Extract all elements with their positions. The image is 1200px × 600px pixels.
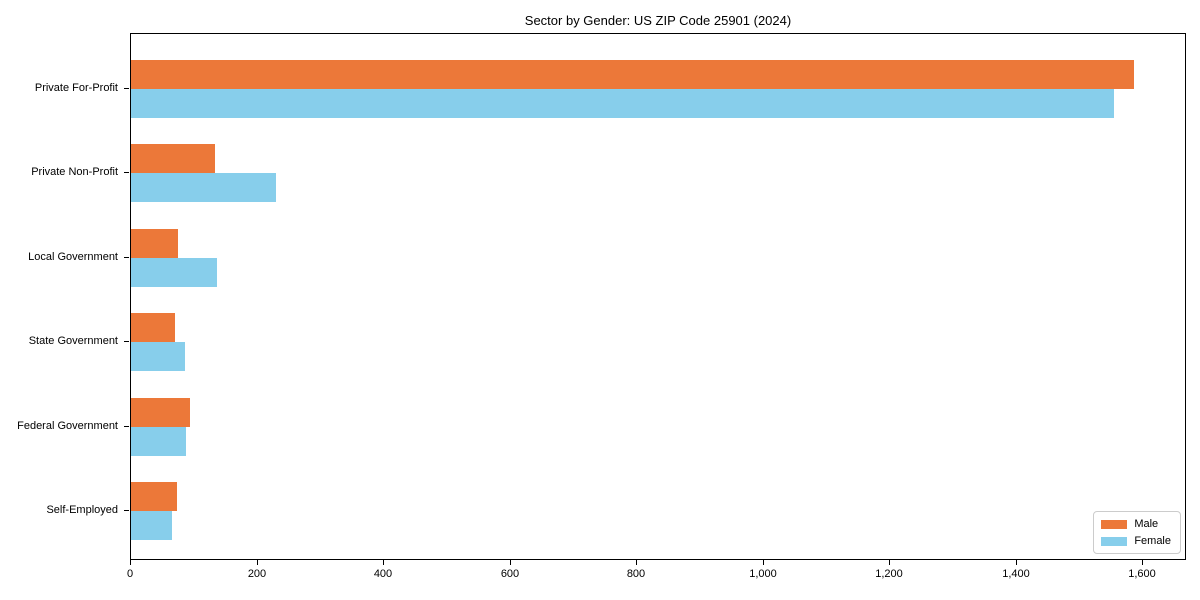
x-axis: 0 200 400 600 800 1,000 1,200 1,400 1,600 xyxy=(127,560,1186,594)
y-tick-mark-2 xyxy=(124,256,129,258)
bar-female-2 xyxy=(131,257,217,287)
x-tick-label-6: 1,200 xyxy=(875,568,903,580)
bar-female-5 xyxy=(131,511,172,540)
y-tick-mark-0 xyxy=(124,88,129,89)
bar-female-3 xyxy=(131,342,185,372)
bar-male-4 xyxy=(131,397,190,427)
y-tick-label-2: Local Government xyxy=(28,250,118,263)
legend-label-male: Male xyxy=(1134,518,1159,530)
chart-title: Sector by Gender: US ZIP Code 25901 (202… xyxy=(524,13,792,28)
bar-female-4 xyxy=(131,426,186,456)
bar-male-5 xyxy=(131,482,177,511)
bar-female-1 xyxy=(131,173,276,203)
x-tick-label-1: 200 xyxy=(247,568,267,580)
y-tick-mark-4 xyxy=(124,425,129,427)
x-tick-mark-0 xyxy=(130,560,131,565)
x-tick-mark-5 xyxy=(763,560,764,565)
x-tick-mark-8 xyxy=(1142,560,1143,565)
y-axis: Private For-Profit Private Non-Profit Loca… xyxy=(0,33,130,560)
x-tick-mark-3 xyxy=(510,560,511,565)
x-tick-label-8: 1,600 xyxy=(1128,568,1156,580)
x-tick-mark-7 xyxy=(1016,560,1017,565)
y-tick-mark-5 xyxy=(124,510,129,511)
y-tick-label-5: Self-Employed xyxy=(46,504,118,516)
bar-male-0 xyxy=(131,60,1134,89)
x-tick-label-7: 1,400 xyxy=(1002,568,1030,580)
bar-male-3 xyxy=(131,313,175,343)
legend-item-female: Female xyxy=(1101,535,1171,547)
x-tick-label-4: 800 xyxy=(626,568,646,580)
x-tick-mark-2 xyxy=(383,560,384,565)
x-tick-mark-1 xyxy=(257,560,258,565)
x-tick-label-3: 600 xyxy=(500,568,520,580)
legend: Male Female xyxy=(1093,511,1181,554)
bars-layer xyxy=(131,34,1185,559)
bar-male-1 xyxy=(131,144,215,174)
bar-female-0 xyxy=(131,89,1114,118)
x-tick-label-2: 400 xyxy=(373,568,393,580)
x-tick-mark-6 xyxy=(889,560,890,565)
y-tick-label-1: Private Non-Profit xyxy=(31,166,118,179)
y-tick-label-3: State Government xyxy=(28,335,118,348)
legend-label-female: Female xyxy=(1134,535,1171,547)
plot-area: Male Female xyxy=(130,33,1186,560)
legend-swatch-female xyxy=(1101,536,1128,546)
y-tick-label-0: Private For-Profit xyxy=(34,82,118,94)
x-tick-label-5: 1,000 xyxy=(749,568,777,580)
y-tick-mark-1 xyxy=(124,172,129,174)
bar-male-2 xyxy=(131,228,178,258)
legend-swatch-male xyxy=(1101,519,1128,529)
x-tick-label-0: 0 xyxy=(126,568,134,580)
legend-item-male: Male xyxy=(1101,518,1171,530)
y-tick-label-4: Federal Government xyxy=(17,419,118,432)
x-tick-mark-4 xyxy=(636,560,637,565)
y-tick-mark-3 xyxy=(124,341,129,343)
